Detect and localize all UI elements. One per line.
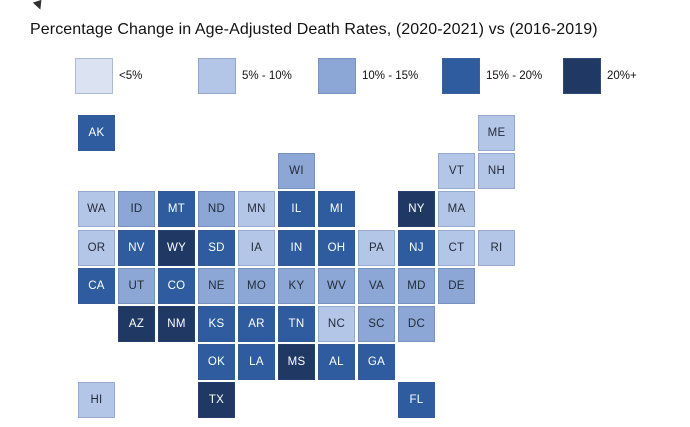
state-tile-ne: NE: [198, 268, 235, 304]
state-tile-hi: HI: [78, 382, 115, 418]
state-tile-nv: NV: [118, 230, 155, 266]
state-tile-mo: MO: [238, 268, 275, 304]
state-tile-ut: UT: [118, 268, 155, 304]
state-tile-az: AZ: [118, 306, 155, 342]
legend-swatch: [75, 58, 113, 94]
legend-label: 15% - 20%: [486, 70, 543, 82]
state-tile-sc: SC: [358, 306, 395, 342]
state-tile-la: LA: [238, 344, 275, 380]
state-tile-ga: GA: [358, 344, 395, 380]
legend-label: 10% - 15%: [362, 70, 419, 82]
state-tile-mi: MI: [318, 191, 355, 227]
state-tile-mt: MT: [158, 191, 195, 227]
state-tile-sd: SD: [198, 230, 235, 266]
state-tile-nd: ND: [198, 191, 235, 227]
state-tile-ny: NY: [398, 191, 435, 227]
legend-item-1: 5% - 10%: [198, 58, 292, 94]
state-tile-ia: IA: [238, 230, 275, 266]
state-tile-ct: CT: [438, 230, 475, 266]
state-tile-wy: WY: [158, 230, 195, 266]
state-tile-vt: VT: [438, 153, 475, 189]
state-tile-ca: CA: [78, 268, 115, 304]
state-tile-il: IL: [278, 191, 315, 227]
legend-label: 20%+: [607, 70, 637, 82]
state-tile-ks: KS: [198, 306, 235, 342]
state-tile-de: DE: [438, 268, 475, 304]
state-tile-pa: PA: [358, 230, 395, 266]
state-tile-nc: NC: [318, 306, 355, 342]
stray-mark: [32, 0, 45, 12]
state-tile-mn: MN: [238, 191, 275, 227]
state-tile-ky: KY: [278, 268, 315, 304]
state-tile-me: ME: [478, 115, 515, 151]
state-tile-wi: WI: [278, 153, 315, 189]
state-tile-ok: OK: [198, 344, 235, 380]
state-tile-id: ID: [118, 191, 155, 227]
legend-swatch: [442, 58, 480, 94]
state-tile-in: IN: [278, 230, 315, 266]
state-tile-co: CO: [158, 268, 195, 304]
state-tile-ms: MS: [278, 344, 315, 380]
state-tile-fl: FL: [398, 382, 435, 418]
state-tile-md: MD: [398, 268, 435, 304]
state-tile-oh: OH: [318, 230, 355, 266]
state-tile-nm: NM: [158, 306, 195, 342]
legend-label: <5%: [119, 70, 143, 82]
legend-item-2: 10% - 15%: [318, 58, 418, 94]
state-tile-ak: AK: [78, 115, 115, 151]
state-tile-tn: TN: [278, 306, 315, 342]
legend-label: 5% - 10%: [242, 70, 292, 82]
state-tile-ri: RI: [478, 230, 515, 266]
state-tile-al: AL: [318, 344, 355, 380]
state-tile-wa: WA: [78, 191, 115, 227]
state-tile-nj: NJ: [398, 230, 435, 266]
state-tile-or: OR: [78, 230, 115, 266]
legend-swatch: [318, 58, 356, 94]
chart-title: Percentage Change in Age-Adjusted Death …: [30, 21, 598, 38]
state-tile-wv: WV: [318, 268, 355, 304]
legend-swatch: [563, 58, 601, 94]
legend-item-0: <5%: [75, 58, 142, 94]
legend-item-4: 20%+: [563, 58, 637, 94]
state-tile-ar: AR: [238, 306, 275, 342]
state-tile-va: VA: [358, 268, 395, 304]
legend-item-3: 15% - 20%: [442, 58, 542, 94]
state-tile-tx: TX: [198, 382, 235, 418]
state-tile-ma: MA: [438, 191, 475, 227]
state-tile-nh: NH: [478, 153, 515, 189]
state-tile-dc: DC: [398, 306, 435, 342]
legend-swatch: [198, 58, 236, 94]
